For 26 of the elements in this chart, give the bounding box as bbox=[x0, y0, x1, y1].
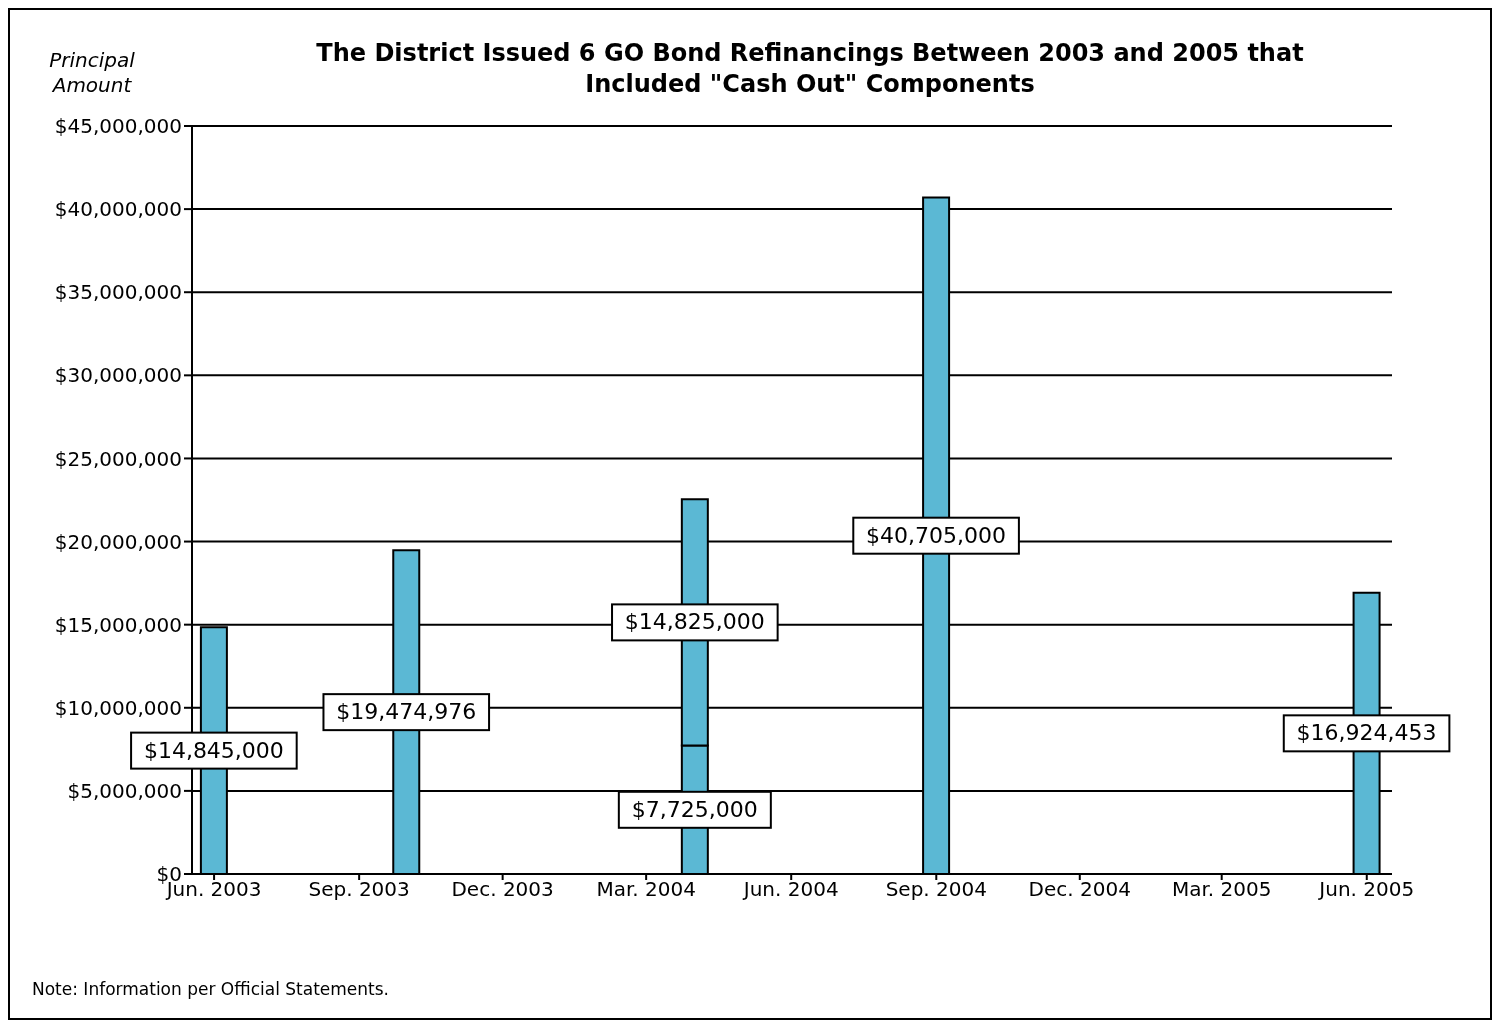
x-tick-label: Mar. 2004 bbox=[596, 877, 696, 902]
data-label: $19,474,976 bbox=[336, 699, 477, 725]
y-tick-label: $25,000,000 bbox=[54, 446, 182, 471]
data-label: $40,705,000 bbox=[866, 522, 1007, 548]
y-tick-label: $35,000,000 bbox=[54, 280, 182, 305]
y-tick-label: $15,000,000 bbox=[54, 612, 182, 637]
chart-title: The District Issued 6 GO Bond Refinancings Between 2003 and 2005 that Included "Cash Out" Components bbox=[315, 38, 1305, 100]
y-tick-label: $5,000,000 bbox=[67, 778, 182, 803]
y-tick-label: $45,000,000 bbox=[54, 114, 182, 139]
data-label: $14,845,000 bbox=[143, 737, 284, 763]
x-tick-label: Sep. 2004 bbox=[885, 877, 987, 902]
x-tick-label: Dec. 2004 bbox=[1028, 877, 1131, 902]
text: Note: Information per Official Statements. bbox=[32, 978, 389, 1000]
y-tick-label: $20,000,000 bbox=[54, 529, 182, 554]
x-tick-label: Jun. 2005 bbox=[1317, 877, 1415, 902]
y-axis-title: Principal Amount bbox=[48, 48, 136, 98]
y-tick-label: $10,000,000 bbox=[54, 695, 182, 720]
x-tick-label: Sep. 2003 bbox=[308, 877, 410, 902]
data-label: $14,825,000 bbox=[624, 609, 765, 635]
y-tick-label: $40,000,000 bbox=[54, 197, 182, 222]
x-tick-label: Dec. 2003 bbox=[451, 877, 554, 902]
x-tick-label: Jun. 2004 bbox=[741, 877, 839, 902]
y-tick-label: $30,000,000 bbox=[54, 363, 182, 388]
x-tick-label: Mar. 2005 bbox=[1171, 877, 1272, 902]
data-label: $16,924,453 bbox=[1296, 720, 1437, 746]
data-label: $7,725,000 bbox=[631, 796, 758, 822]
